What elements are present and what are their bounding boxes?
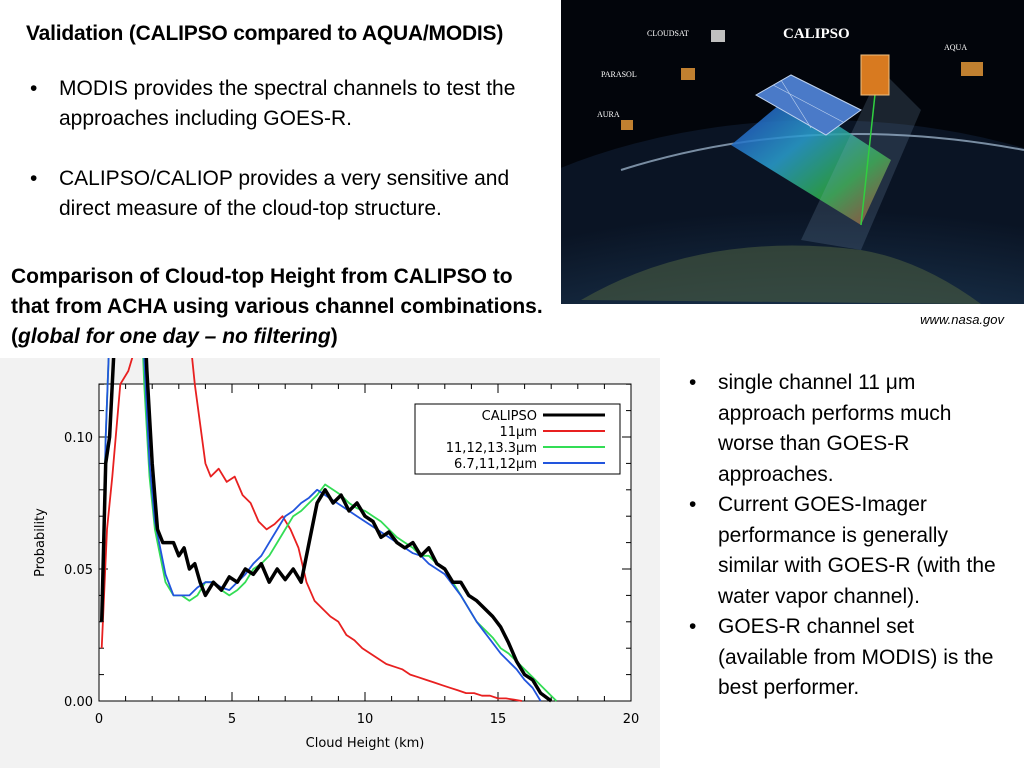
label-aura: AURA: [597, 110, 620, 119]
legend-label-calipso: CALIPSO: [482, 409, 537, 424]
caption-close: ): [330, 325, 338, 348]
bullet-modis: • MODIS provides the spectral channels t…: [26, 74, 546, 134]
image-credit: www.nasa.gov: [920, 312, 1004, 327]
series-line-11-m: [100, 358, 523, 702]
lidar-beam: [860, 84, 877, 226]
land-mass: [581, 245, 981, 304]
series-line-6-7-11-12-m: [100, 358, 542, 702]
earth-globe: [561, 120, 1024, 304]
x-axis-label: Cloud Height (km): [306, 736, 425, 751]
sensor-swath: [801, 70, 921, 250]
bullet-text: MODIS provides the spectral channels to …: [59, 77, 516, 130]
cloudsat-satellite: [711, 30, 725, 42]
bullet-text: GOES-R channel set (available from MODIS…: [718, 615, 994, 699]
lidar-curtain: [731, 95, 891, 225]
bullet-text: Current GOES-Imager performance is gener…: [718, 493, 996, 608]
satellite-illustration: CALIPSO CLOUDSAT PARASOL AQUA AURA: [561, 0, 1024, 304]
bullet-dot: •: [689, 615, 697, 638]
x-tick-label: 5: [228, 712, 236, 727]
bullet-dot: •: [689, 493, 697, 516]
x-tick-label: 20: [623, 712, 640, 727]
y-axis-label: Probability: [33, 508, 48, 577]
bullet-goes-r-channels: • GOES-R channel set (available from MOD…: [685, 612, 1005, 704]
label-cloudsat: CLOUDSAT: [647, 29, 689, 38]
caption-main: Comparison of Cloud-top Height from CALI…: [11, 265, 543, 348]
x-tick-label: 15: [490, 712, 507, 727]
slide-title: Validation (CALIPSO compared to AQUA/MOD…: [26, 22, 504, 45]
satellite-scene: CALIPSO CLOUDSAT PARASOL AQUA AURA: [561, 0, 1024, 304]
calipso-solar-panel: [754, 74, 862, 136]
bullet-goes-imager: • Current GOES-Imager performance is gen…: [685, 490, 1005, 612]
x-tick-label: 0: [95, 712, 103, 727]
legend-label-11-m: 11μm: [500, 425, 537, 440]
aura-satellite: [621, 120, 633, 130]
bullet-calipso: • CALIPSO/CALIOP provides a very sensiti…: [26, 164, 546, 224]
x-tick-label: 10: [357, 712, 374, 727]
right-bullet-list: • single channel 11 μm approach performs…: [685, 368, 1005, 704]
aqua-satellite: [961, 62, 983, 76]
label-aqua: AQUA: [944, 43, 967, 52]
top-bullet-list: • MODIS provides the spectral channels t…: [26, 74, 546, 224]
label-calipso: CALIPSO: [783, 26, 850, 42]
bullet-dot: •: [689, 371, 697, 394]
series-line-calipso: [99, 358, 553, 703]
bullet-dot: •: [30, 77, 38, 100]
parasol-satellite: [681, 68, 695, 80]
y-tick-label: 0.05: [64, 563, 93, 578]
legend-label-11-12-13-3-m: 11,12,13.3μm: [446, 441, 537, 456]
legend-label-6-7-11-12-m: 6.7,11,12μm: [454, 457, 537, 472]
bullet-dot: •: [30, 167, 38, 190]
y-tick-label: 0.00: [64, 695, 93, 710]
calipso-satellite: [860, 54, 890, 96]
y-tick-label: 0.10: [64, 431, 93, 446]
caption-italic: global for one day – no filtering: [18, 325, 331, 348]
bullet-text: single channel 11 μm approach performs m…: [718, 371, 952, 486]
bullet-text: CALIPSO/CALIOP provides a very sensitive…: [59, 167, 510, 220]
bullet-single-channel: • single channel 11 μm approach performs…: [685, 368, 1005, 490]
label-parasol: PARASOL: [601, 70, 637, 79]
comparison-caption: Comparison of Cloud-top Height from CALI…: [11, 262, 551, 352]
